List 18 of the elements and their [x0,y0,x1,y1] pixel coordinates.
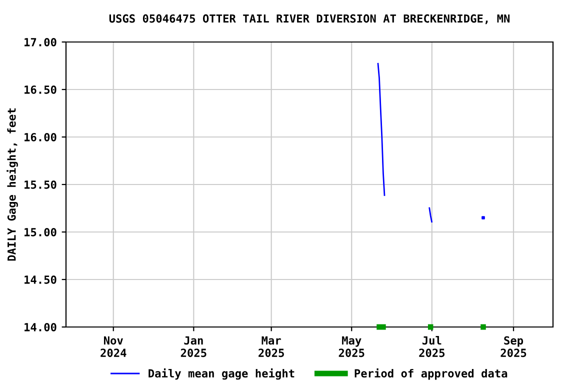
x-tick-label: Nov 2024 [100,336,126,358]
chart-title: USGS 05046475 OTTER TAIL RIVER DIVERSION AT BRECKENRIDGE, MN [109,14,510,24]
x-tick-label: May 2025 [338,336,364,358]
x-tick-label: Jan 2025 [180,336,206,358]
x-tick-label: Jul 2025 [419,336,445,358]
x-tick-label: Sep 2025 [500,336,526,358]
y-tick-label: 15.50 [24,180,56,189]
line-series [377,62,386,197]
y-tick-label: 16.50 [24,85,56,94]
y-tick-label: 15.00 [24,228,56,236]
y-axis-title: DAILY Gage height, feet [6,108,18,261]
y-tick-label: 14.00 [24,322,56,332]
legend-label: Period of approved data [354,368,508,380]
y-tick-label: 16.00 [24,132,56,142]
legend-label: Daily mean gage height [148,368,294,380]
y-tick-label: 17.00 [24,38,56,46]
y-tick-label: 14.50 [24,275,56,284]
x-tick-label: Mar 2025 [258,336,284,358]
